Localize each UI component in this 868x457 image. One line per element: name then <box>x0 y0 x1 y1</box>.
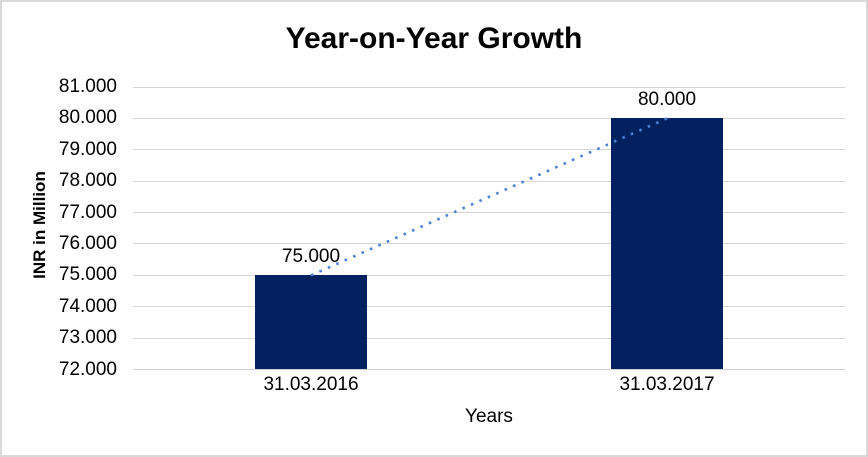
y-tick-label: 76.000 <box>58 232 117 254</box>
chart-title: Year-on-Year Growth <box>285 22 583 55</box>
bar-value-label: 80.000 <box>637 89 697 111</box>
gridline <box>133 243 845 245</box>
gridline <box>133 180 845 182</box>
gridline <box>133 149 845 151</box>
bar <box>611 118 723 370</box>
bar-value-label: 75.000 <box>281 246 341 268</box>
bar <box>255 275 367 370</box>
gridline <box>133 306 845 308</box>
gridline <box>133 117 845 119</box>
y-tick-label: 77.000 <box>58 201 117 223</box>
gridline <box>133 86 845 88</box>
y-tick-label: 79.000 <box>58 138 117 160</box>
y-tick-label: 74.000 <box>58 295 117 317</box>
y-tick-label: 72.000 <box>58 358 117 380</box>
x-tick-label: 31.03.2017 <box>619 374 715 395</box>
gridline <box>133 212 845 214</box>
y-tick-label: 81.000 <box>58 76 117 97</box>
gridline <box>133 274 845 276</box>
y-tick-label: 75.000 <box>58 264 117 286</box>
gridline <box>133 337 845 339</box>
x-axis-title: Years <box>465 406 513 427</box>
y-tick-label: 73.000 <box>58 327 117 349</box>
x-tick-label: 31.03.2016 <box>263 374 359 395</box>
x-axis-line <box>133 369 845 370</box>
y-tick-label: 80.000 <box>58 107 117 129</box>
y-tick-label: 78.000 <box>58 170 117 192</box>
